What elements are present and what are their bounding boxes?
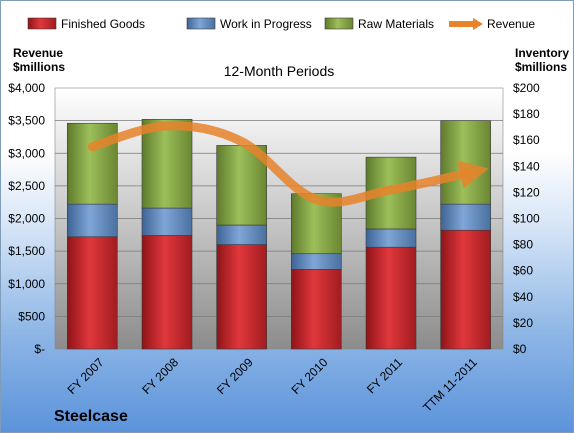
right-tick-label: $200 <box>513 81 540 95</box>
bar-raw-materials <box>67 122 118 205</box>
bar-work-in-progress <box>365 228 417 248</box>
right-tick-label: $100 <box>513 212 540 226</box>
bar-raw-materials <box>440 120 491 205</box>
left-tick-label: $- <box>34 342 45 356</box>
left-axis-ticks: $- $500 $1,000 $1,500 $2,000 $2,500 $3,000 $3,5… <box>8 81 45 356</box>
x-tick-label: FY 2007 <box>65 355 107 397</box>
left-tick-label: $3,500 <box>8 114 45 128</box>
legend-swatch-work-in-progress <box>186 17 216 30</box>
right-tick-label: $0 <box>513 342 527 356</box>
x-axis-ticks: FY 2007 FY 2008 FY 2009 FY 2010 FY 2011 TTM 1… <box>65 355 480 415</box>
legend: Finished Goods Work in Progress Raw Materi… <box>27 17 535 31</box>
x-tick-label: FY 2010 <box>289 355 331 397</box>
right-tick-label: $60 <box>513 264 533 278</box>
right-tick-label: $160 <box>513 133 540 147</box>
left-tick-label: $4,000 <box>8 81 45 95</box>
right-axis-title-line2: $millions <box>515 60 567 74</box>
right-tick-label: $120 <box>513 185 540 199</box>
bar-finished-goods <box>365 246 417 350</box>
legend-label: Finished Goods <box>61 17 145 31</box>
right-tick-label: $180 <box>513 107 540 121</box>
legend-arrow <box>473 18 483 30</box>
x-tick-label: FY 2011 <box>364 355 405 396</box>
left-tick-label: $2,500 <box>8 179 45 193</box>
left-tick-label: $3,000 <box>8 146 45 160</box>
bar-work-in-progress <box>141 207 193 236</box>
revenue-line-path <box>87 121 489 207</box>
right-axis-title-line1: Inventory <box>515 46 569 60</box>
legend-label: Raw Materials <box>358 17 434 31</box>
company-name: Steelcase <box>54 408 128 425</box>
left-tick-label: $2,000 <box>8 212 45 226</box>
bar-work-in-progress <box>440 203 491 231</box>
right-tick-label: $40 <box>513 290 533 304</box>
x-tick-label: FY 2009 <box>214 355 256 397</box>
chart-subtitle: 12-Month Periods <box>224 63 335 79</box>
right-tick-label: $140 <box>513 159 540 173</box>
left-axis-title-line2: $millions <box>13 60 65 74</box>
bar-work-in-progress <box>67 203 118 238</box>
left-tick-label: $1,500 <box>8 244 45 258</box>
legend-swatch-raw-materials <box>324 17 354 30</box>
bar-finished-goods <box>67 236 118 350</box>
right-axis-ticks: $0 $20 $40 $60 $80 $100 $120 $140 $160 $180 $200 <box>513 81 540 356</box>
x-tick-label: TTM 11-2011 <box>420 355 480 415</box>
right-tick-label: $80 <box>513 238 533 252</box>
bar-raw-materials <box>141 119 193 209</box>
bar-finished-goods <box>440 229 491 350</box>
x-tick-label: FY 2008 <box>139 355 181 397</box>
bar-work-in-progress <box>216 224 267 245</box>
left-axis-title-line1: Revenue <box>13 46 63 60</box>
left-tick-label: $1,000 <box>8 277 45 291</box>
bar-work-in-progress <box>291 253 342 270</box>
right-tick-label: $20 <box>513 316 533 330</box>
revenue-line <box>87 121 489 207</box>
bar-finished-goods <box>216 244 267 350</box>
legend-label: Work in Progress <box>220 17 312 31</box>
left-tick-label: $500 <box>18 309 45 323</box>
legend-label: Revenue <box>487 17 535 31</box>
bar-finished-goods <box>141 235 193 350</box>
legend-swatch-finished-goods <box>27 17 57 30</box>
bar-finished-goods <box>291 269 342 350</box>
